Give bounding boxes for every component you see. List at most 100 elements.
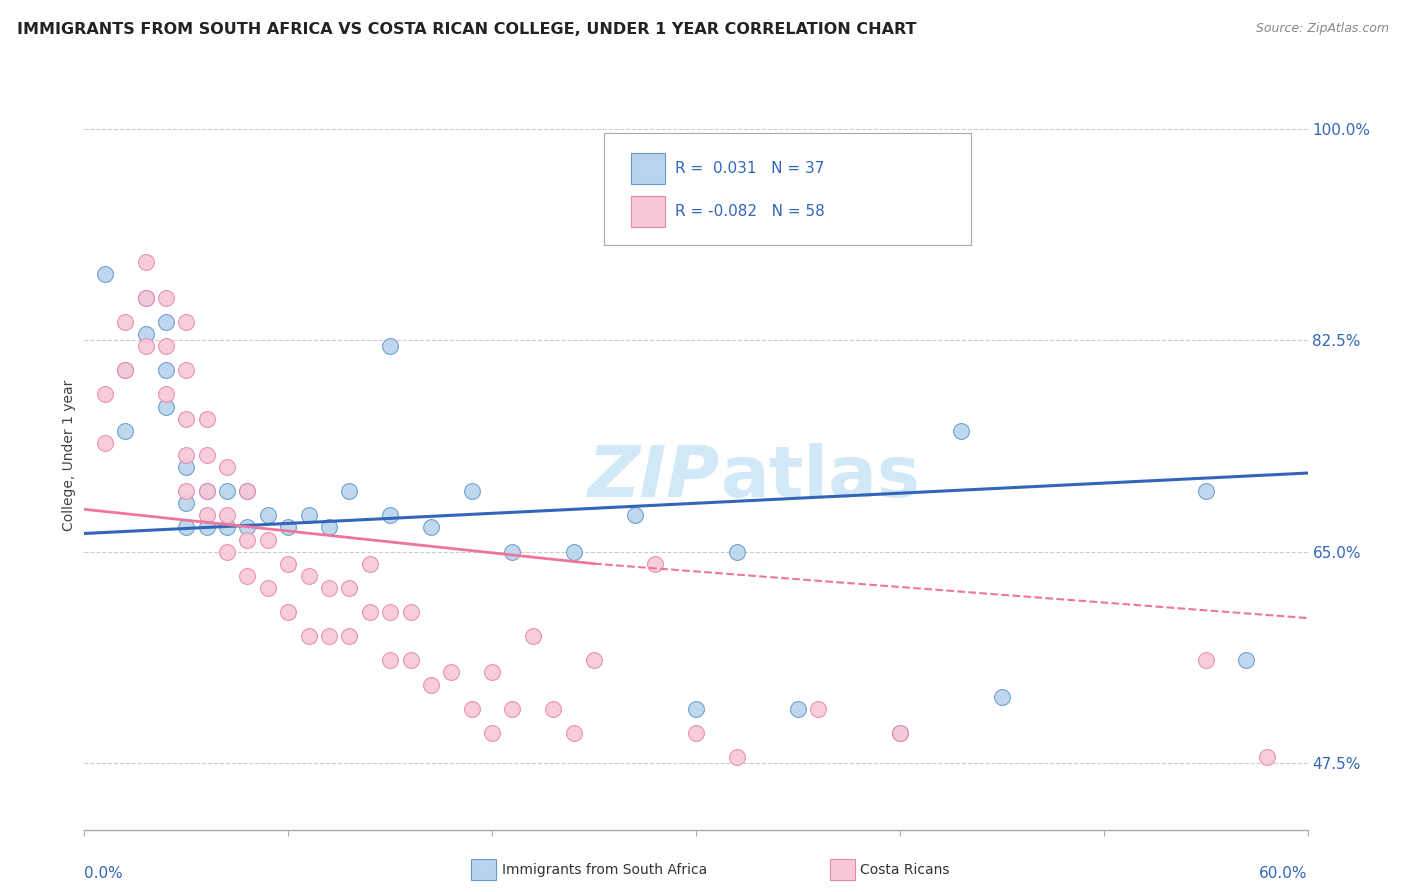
Point: [236, 520, 259, 534]
Point: [461, 702, 484, 716]
Point: [277, 605, 299, 619]
FancyBboxPatch shape: [631, 195, 665, 227]
Point: [725, 750, 748, 764]
Point: [318, 629, 340, 643]
Point: [420, 520, 443, 534]
Point: [1195, 653, 1218, 667]
Point: [217, 508, 239, 523]
Point: [195, 411, 218, 425]
Point: [583, 653, 606, 667]
Point: [318, 520, 340, 534]
Point: [217, 484, 239, 499]
Point: [155, 315, 177, 329]
FancyBboxPatch shape: [605, 133, 972, 245]
Text: Costa Ricans: Costa Ricans: [860, 863, 950, 877]
FancyBboxPatch shape: [631, 153, 665, 185]
Point: [950, 424, 973, 438]
Point: [562, 544, 585, 558]
Point: [889, 726, 911, 740]
Text: 60.0%: 60.0%: [1260, 866, 1308, 880]
Text: IMMIGRANTS FROM SOUTH AFRICA VS COSTA RICAN COLLEGE, UNDER 1 YEAR CORRELATION CH: IMMIGRANTS FROM SOUTH AFRICA VS COSTA RI…: [17, 22, 917, 37]
Text: ZIP: ZIP: [588, 443, 720, 512]
Text: Source: ZipAtlas.com: Source: ZipAtlas.com: [1256, 22, 1389, 36]
Point: [155, 363, 177, 377]
Point: [359, 557, 381, 571]
Point: [440, 665, 463, 680]
Point: [155, 400, 177, 414]
Point: [543, 702, 565, 716]
Point: [195, 508, 218, 523]
Point: [135, 254, 157, 268]
Text: 0.0%: 0.0%: [84, 866, 124, 880]
Point: [889, 726, 911, 740]
Text: Immigrants from South Africa: Immigrants from South Africa: [502, 863, 707, 877]
Point: [380, 653, 402, 667]
Point: [277, 557, 299, 571]
Text: R = -0.082   N = 58: R = -0.082 N = 58: [675, 204, 825, 219]
Point: [174, 520, 197, 534]
Point: [298, 508, 321, 523]
Point: [359, 605, 381, 619]
Point: [174, 496, 197, 510]
Point: [1236, 653, 1258, 667]
Point: [135, 327, 157, 342]
Point: [787, 702, 810, 716]
Point: [685, 702, 707, 716]
Point: [174, 411, 197, 425]
Point: [399, 653, 422, 667]
Point: [114, 363, 136, 377]
Point: [155, 387, 177, 401]
Point: [114, 315, 136, 329]
Point: [624, 508, 647, 523]
Point: [236, 568, 259, 582]
Point: [135, 339, 157, 353]
Point: [195, 484, 218, 499]
Point: [1256, 750, 1278, 764]
Point: [236, 484, 259, 499]
Point: [339, 581, 361, 595]
Point: [380, 605, 402, 619]
Point: [114, 363, 136, 377]
Point: [155, 339, 177, 353]
Y-axis label: College, Under 1 year: College, Under 1 year: [62, 379, 76, 531]
Point: [298, 568, 321, 582]
Point: [174, 484, 197, 499]
Point: [174, 315, 197, 329]
Point: [155, 291, 177, 305]
Point: [277, 520, 299, 534]
Point: [236, 484, 259, 499]
Point: [257, 533, 280, 547]
Point: [725, 544, 748, 558]
Point: [399, 605, 422, 619]
Point: [380, 339, 402, 353]
Point: [481, 726, 503, 740]
Point: [318, 581, 340, 595]
Point: [174, 363, 197, 377]
Point: [135, 291, 157, 305]
Point: [522, 629, 544, 643]
Point: [93, 435, 115, 450]
Point: [195, 484, 218, 499]
Point: [420, 677, 443, 691]
Point: [1195, 484, 1218, 499]
Point: [174, 448, 197, 462]
Point: [114, 424, 136, 438]
Point: [195, 448, 218, 462]
Point: [339, 629, 361, 643]
Point: [93, 387, 115, 401]
Point: [644, 557, 666, 571]
Point: [298, 629, 321, 643]
Point: [685, 726, 707, 740]
Point: [195, 520, 218, 534]
Point: [257, 508, 280, 523]
Point: [807, 702, 830, 716]
Point: [217, 460, 239, 475]
Point: [257, 581, 280, 595]
Point: [991, 690, 1014, 704]
Point: [236, 533, 259, 547]
Point: [562, 726, 585, 740]
Point: [461, 484, 484, 499]
Point: [174, 460, 197, 475]
Point: [217, 544, 239, 558]
Text: atlas: atlas: [720, 443, 921, 512]
